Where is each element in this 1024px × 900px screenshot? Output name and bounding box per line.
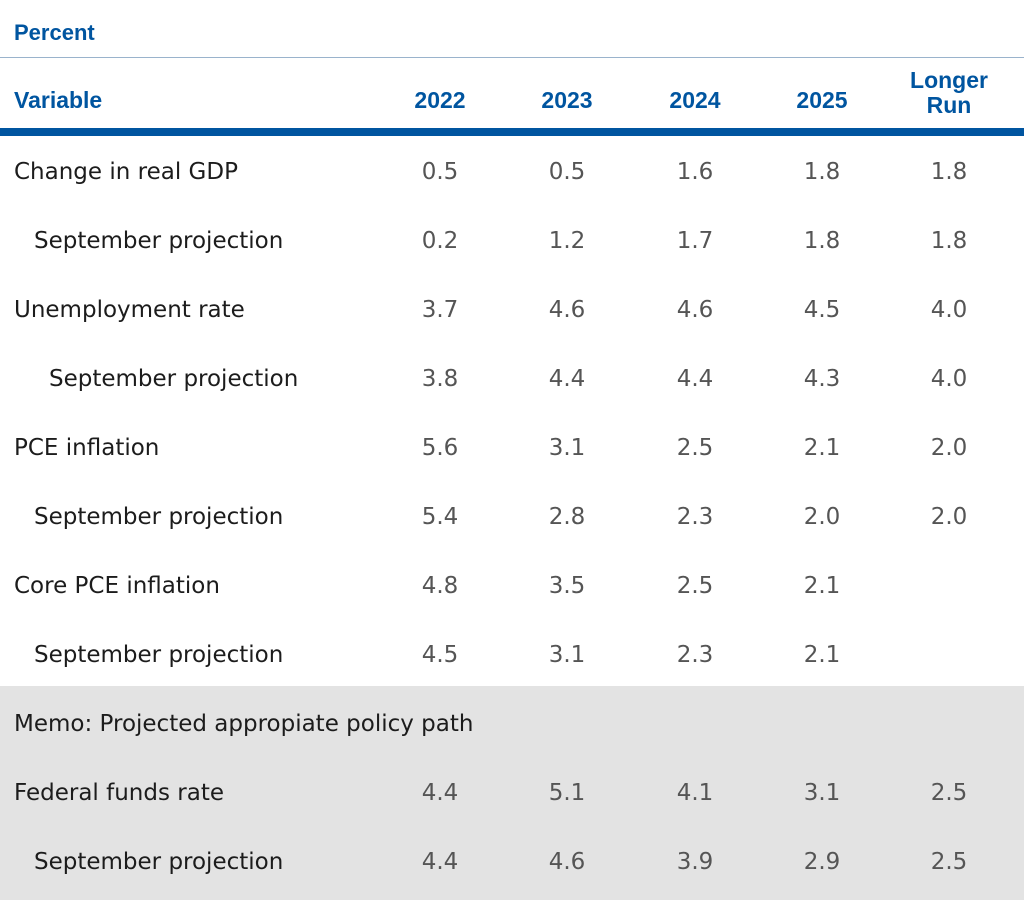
cell-2025: 3.1 [803,780,841,806]
row-label: Unemployment rate [14,297,245,323]
header-longer-run: Longer Run [894,68,1004,118]
header-longer-run-line1: Longer [910,67,988,93]
header-year-2024: 2024 [669,87,721,113]
header-variable: Variable [14,87,103,113]
header-longer-run-line2: Run [926,92,972,118]
table-row: Core PCE inflation 4.8 3.5 2.5 2.1 [0,567,1024,607]
table-row: September projection 5.4 2.8 2.3 2.0 2.0 [0,498,1024,538]
cell-2025: 1.8 [803,228,841,254]
unit-label: Percent [14,20,95,45]
table-row: Change in real GDP 0.5 0.5 1.6 1.8 1.8 [0,153,1024,193]
table-row: September projection 4.4 4.6 3.9 2.9 2.5 [0,843,1024,883]
top-divider [0,57,1024,58]
cell-2022: 0.2 [421,228,459,254]
cell-2024: 4.6 [676,297,714,323]
cell-2023: 3.1 [548,642,586,668]
table-row: Federal funds rate 4.4 5.1 4.1 3.1 2.5 [0,774,1024,814]
row-label: Core PCE inflation [14,573,220,599]
cell-longer-run: 4.0 [930,366,968,392]
cell-2024: 1.7 [676,228,714,254]
table-row: September projection 3.8 4.4 4.4 4.3 4.0 [0,360,1024,400]
header-year-2022: 2022 [414,87,466,113]
cell-2025: 2.1 [803,642,841,668]
memo-title: Memo: Projected appropiate policy path [14,711,474,737]
row-label: September projection [34,849,284,875]
cell-2025: 4.5 [803,297,841,323]
cell-2023: 2.8 [548,504,586,530]
cell-longer-run: 2.0 [930,435,968,461]
table-row: Unemployment rate 3.7 4.6 4.6 4.5 4.0 [0,291,1024,331]
cell-longer-run: 1.8 [930,228,968,254]
cell-2025: 1.8 [803,159,841,185]
cell-2023: 4.6 [548,297,586,323]
memo-title-row: Memo: Projected appropiate policy path [0,705,1024,745]
memo-section [0,686,1024,900]
cell-2022: 3.8 [421,366,459,392]
cell-2022: 0.5 [421,159,459,185]
header-year-2023: 2023 [541,87,593,113]
cell-2023: 1.2 [548,228,586,254]
cell-2024: 2.3 [676,504,714,530]
cell-2025: 2.9 [803,849,841,875]
row-label: Change in real GDP [14,159,238,185]
row-label: PCE inflation [14,435,160,461]
cell-2022: 5.6 [421,435,459,461]
cell-2023: 3.1 [548,435,586,461]
cell-2025: 2.0 [803,504,841,530]
row-label: September projection [34,642,284,668]
cell-longer-run: 1.8 [930,159,968,185]
cell-2023: 5.1 [548,780,586,806]
row-label: September projection [49,366,299,392]
row-label: Federal funds rate [14,780,224,806]
table-row: September projection 0.2 1.2 1.7 1.8 1.8 [0,222,1024,262]
cell-2022: 4.4 [421,849,459,875]
cell-longer-run: 2.5 [930,849,968,875]
cell-longer-run: 2.5 [930,780,968,806]
header-divider [0,128,1024,136]
table-row: September projection 4.5 3.1 2.3 2.1 [0,636,1024,676]
cell-2022: 5.4 [421,504,459,530]
cell-2025: 2.1 [803,573,841,599]
cell-2024: 2.5 [676,573,714,599]
cell-2023: 3.5 [548,573,586,599]
cell-2024: 3.9 [676,849,714,875]
cell-longer-run: 4.0 [930,297,968,323]
cell-2024: 4.1 [676,780,714,806]
table-row: PCE inflation 5.6 3.1 2.5 2.1 2.0 [0,429,1024,469]
cell-2024: 2.3 [676,642,714,668]
cell-2025: 4.3 [803,366,841,392]
row-label: September projection [34,228,284,254]
cell-longer-run: 2.0 [930,504,968,530]
cell-2023: 4.6 [548,849,586,875]
cell-2023: 4.4 [548,366,586,392]
cell-2022: 4.8 [421,573,459,599]
cell-2025: 2.1 [803,435,841,461]
cell-2024: 2.5 [676,435,714,461]
cell-2022: 4.5 [421,642,459,668]
cell-2023: 0.5 [548,159,586,185]
cell-2022: 3.7 [421,297,459,323]
table-header: Variable 2022 2023 2024 2025 Longer Run [0,58,1024,128]
cell-2022: 4.4 [421,780,459,806]
cell-2024: 4.4 [676,366,714,392]
row-label: September projection [34,504,284,530]
header-year-2025: 2025 [796,87,848,113]
cell-2024: 1.6 [676,159,714,185]
